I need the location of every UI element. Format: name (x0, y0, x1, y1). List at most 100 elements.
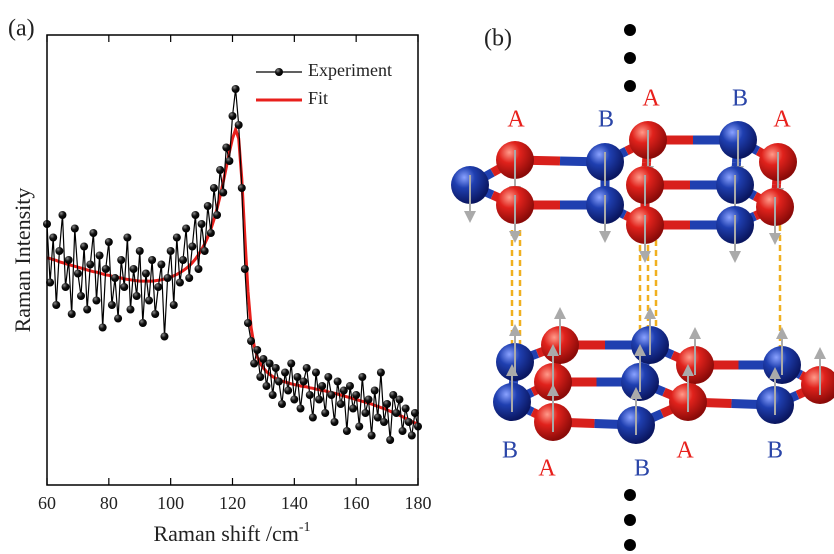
data-point (129, 265, 138, 273)
data-point (141, 269, 150, 278)
data-point (123, 233, 132, 242)
data-point (111, 274, 120, 282)
data-point (274, 377, 283, 386)
data-point (166, 247, 175, 255)
data-point (284, 386, 293, 395)
data-point (188, 242, 197, 251)
sublattice-label: B (634, 456, 650, 482)
data-point (321, 409, 330, 417)
x-tick-label: 120 (219, 493, 246, 513)
data-point (98, 323, 107, 332)
data-point (213, 211, 222, 219)
data-point (293, 373, 302, 381)
data-point (231, 85, 240, 93)
data-point (145, 296, 154, 305)
data-point (389, 391, 398, 399)
data-point (163, 274, 172, 282)
sublattice-label: A (642, 86, 660, 112)
axis-dot (624, 514, 636, 526)
data-point (379, 418, 388, 426)
data-point (58, 211, 67, 219)
plot: 60 80 100 120 140 160 180 Experiment Fit (38, 34, 432, 513)
data-point (259, 355, 268, 363)
x-tick-label: 80 (100, 493, 118, 513)
data-point (330, 418, 339, 426)
data-point (386, 436, 395, 444)
data-point (250, 359, 259, 368)
data-point (228, 112, 237, 120)
data-point (277, 400, 286, 408)
data-point (410, 409, 419, 417)
data-point (157, 260, 166, 269)
data-point (271, 364, 280, 372)
data-point (169, 301, 178, 309)
data-point (305, 391, 314, 399)
data-point (172, 233, 181, 242)
y-axis-label: Raman Intensity (10, 188, 35, 333)
data-point (383, 400, 392, 408)
data-point (52, 301, 61, 309)
data-point (222, 143, 231, 152)
data-point (49, 233, 58, 242)
data-point (209, 184, 218, 192)
data-point (200, 247, 209, 255)
data-point (361, 409, 370, 417)
sublattice-label: A (773, 107, 791, 133)
sublattice-label: A (676, 438, 694, 464)
data-point (302, 364, 311, 372)
data-point (80, 242, 89, 251)
data-point (315, 395, 324, 404)
data-point (114, 314, 123, 323)
axis-dot (624, 489, 636, 501)
data-point (240, 265, 249, 273)
data-point (95, 251, 104, 260)
sublattice-label: A (507, 107, 525, 133)
x-tick-label: 160 (343, 493, 370, 513)
data-point (253, 346, 262, 354)
data-point (342, 427, 351, 435)
data-point (89, 229, 98, 237)
legend-label: Experiment (308, 60, 392, 80)
x-tick-label: 180 (405, 493, 432, 513)
data-point (256, 373, 265, 381)
data-point (206, 229, 215, 237)
data-point (117, 256, 126, 264)
data-point (46, 278, 55, 287)
data-point (61, 283, 70, 291)
data-point (77, 292, 86, 300)
data-point (92, 296, 101, 305)
data-point (225, 157, 234, 165)
atom-a (801, 366, 834, 404)
data-point (352, 391, 361, 399)
data-point (132, 292, 141, 300)
data-point (175, 278, 184, 287)
data-point (281, 368, 290, 377)
data-point (349, 404, 358, 413)
data-point (339, 386, 348, 395)
x-tick-label: 140 (281, 493, 308, 513)
panel-label: (b) (484, 26, 512, 52)
data-point (126, 305, 135, 314)
data-point (197, 220, 206, 228)
x-tick-label: 100 (157, 493, 184, 513)
data-point (262, 382, 271, 390)
data-point (101, 265, 110, 273)
data-point (407, 431, 416, 440)
data-point (55, 247, 64, 255)
data-point (67, 310, 76, 318)
data-point (296, 404, 305, 413)
data-point (373, 413, 382, 422)
axis-dot (624, 52, 636, 64)
data-point (185, 274, 194, 282)
data-point (182, 224, 191, 233)
data-point (287, 359, 296, 368)
data-point (138, 319, 147, 327)
axis-dot (624, 80, 636, 92)
data-point (395, 395, 404, 404)
data-point (104, 238, 113, 246)
data-point (268, 391, 277, 399)
data-point (308, 413, 317, 422)
data-point (86, 260, 95, 269)
data-point (234, 121, 243, 129)
